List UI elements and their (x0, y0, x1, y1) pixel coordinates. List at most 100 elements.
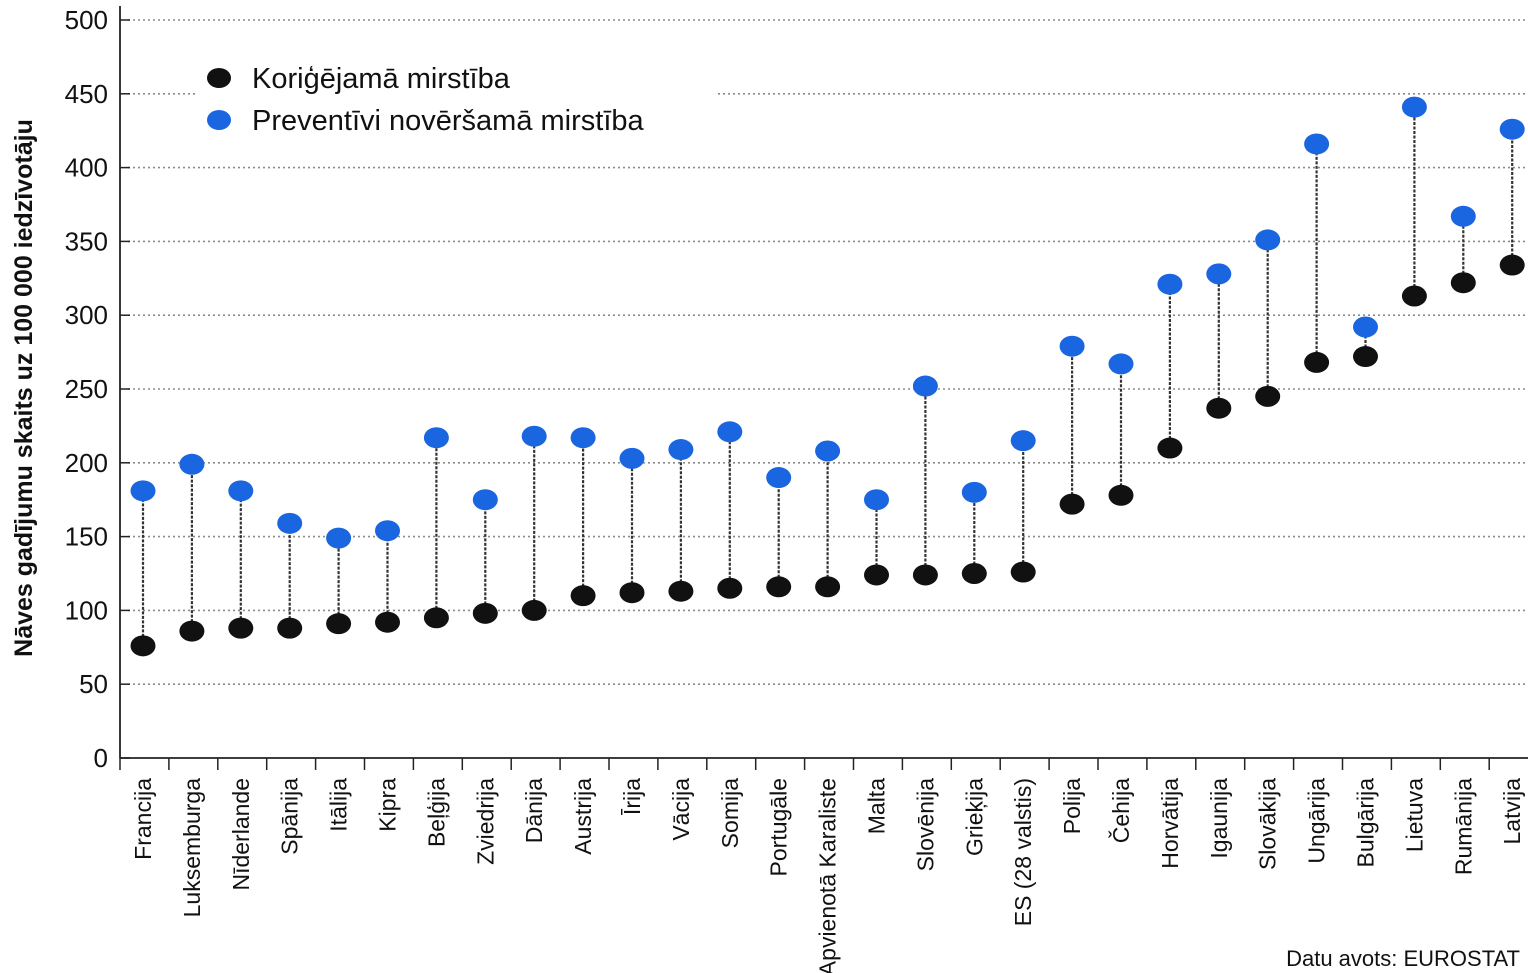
category-label-17: Grieķija (961, 778, 987, 856)
category-label-24: Ungārija (1304, 778, 1330, 864)
y-tick-label-500: 500 (65, 5, 108, 35)
category-label-11: Vācija (668, 778, 694, 841)
y-tick-label-50: 50 (79, 669, 108, 699)
category-label-4: Itālija (326, 778, 352, 832)
category-label-6: Beļģija (423, 778, 449, 847)
y-tick-label-450: 450 (65, 79, 108, 109)
category-labels: Francija Luksemburga Nīderlande Spānija Itāl… (130, 778, 1525, 973)
point-korigejama-1 (179, 620, 205, 642)
category-label-2: Nīderlande (228, 778, 254, 891)
y-tick-label-200: 200 (65, 448, 108, 478)
source-note: Datu avots: EUROSTAT (1286, 946, 1520, 971)
point-preventivi-4 (326, 527, 352, 549)
point-korigejama-18 (1010, 561, 1036, 583)
point-preventivi-8 (521, 425, 547, 447)
y-tick-label-100: 100 (65, 595, 108, 625)
category-label-1: Luksemburga (179, 778, 205, 918)
point-preventivi-22 (1206, 263, 1232, 285)
point-preventivi-2 (228, 480, 254, 502)
point-preventivi-3 (277, 512, 303, 534)
point-korigejama-22 (1206, 397, 1232, 419)
category-label-15: Malta (864, 778, 890, 834)
category-label-19: Polija (1059, 778, 1085, 834)
point-korigejama-7 (472, 602, 498, 624)
category-label-27: Rumānija (1450, 778, 1476, 875)
category-label-0: Francija (130, 778, 156, 860)
point-korigejama-6 (423, 607, 449, 629)
point-korigejama-21 (1157, 437, 1183, 459)
category-label-14: Apvienotā Karaliste (815, 778, 841, 973)
point-preventivi-11 (668, 439, 694, 461)
point-preventivi-27 (1450, 205, 1476, 227)
category-label-10: Īrija (619, 778, 645, 815)
category-label-20: Čehija (1107, 778, 1134, 843)
point-korigejama-2 (228, 617, 254, 639)
point-preventivi-21 (1157, 273, 1183, 295)
point-preventivi-14 (815, 440, 841, 462)
category-label-9: Austrija (570, 778, 596, 855)
range-lines (141, 107, 1514, 646)
y-tick-label-0: 0 (94, 743, 108, 773)
data-points (130, 96, 1525, 657)
point-preventivi-20 (1108, 353, 1134, 375)
point-korigejama-16 (912, 564, 938, 586)
legend-label-koriģējamā: Koriģējamā mirstība (252, 63, 511, 95)
point-preventivi-23 (1255, 229, 1281, 251)
category-label-28: Latvija (1499, 778, 1525, 845)
point-korigejama-9 (570, 585, 596, 607)
legend-marker-koriģējamā (207, 68, 231, 88)
point-korigejama-23 (1255, 385, 1281, 407)
category-label-7: Zviedrija (472, 778, 498, 865)
point-korigejama-4 (326, 613, 352, 635)
category-label-25: Bulgārija (1353, 778, 1379, 868)
point-korigejama-27 (1450, 272, 1476, 294)
point-korigejama-14 (815, 576, 841, 598)
y-tick-label-350: 350 (65, 226, 108, 256)
y-tick-label-300: 300 (65, 300, 108, 330)
point-korigejama-26 (1401, 285, 1427, 307)
category-label-22: Igaunija (1206, 778, 1232, 859)
point-preventivi-0 (130, 480, 156, 502)
point-korigejama-15 (864, 564, 889, 586)
category-label-16: Slovēnija (912, 778, 938, 872)
point-preventivi-10 (619, 447, 645, 469)
y-tick-label-250: 250 (65, 374, 108, 404)
category-label-18: ES (28 valstis) (1010, 778, 1036, 926)
axes: 0 50 100 150 200 250 300 350 400 450 500 (65, 5, 1528, 773)
point-preventivi-28 (1499, 118, 1525, 140)
category-label-8: Dānija (521, 778, 547, 843)
point-preventivi-12 (717, 421, 743, 443)
category-label-3: Spānija (277, 778, 303, 855)
point-korigejama-25 (1353, 346, 1378, 368)
point-korigejama-24 (1304, 351, 1330, 373)
point-korigejama-20 (1108, 484, 1134, 506)
point-preventivi-19 (1059, 335, 1085, 357)
legend: Koriģējamā mirstība Preventīvi novēršamā… (195, 55, 715, 147)
point-preventivi-5 (375, 520, 400, 542)
legend-marker-preventīvi (207, 110, 231, 130)
legend-label-preventīvi: Preventīvi novēršamā mirstība (252, 105, 645, 137)
point-preventivi-25 (1353, 316, 1378, 338)
point-preventivi-1 (179, 453, 205, 475)
y-axis-label: Nāves gadījumu skaits uz 100 000 iedzīvo… (10, 119, 38, 657)
category-label-13: Portugāle (766, 778, 792, 876)
point-preventivi-26 (1401, 96, 1427, 118)
category-label-26: Lietuva (1401, 778, 1427, 852)
point-preventivi-18 (1010, 430, 1036, 452)
point-korigejama-28 (1499, 254, 1525, 276)
point-preventivi-13 (766, 467, 792, 489)
category-label-23: Slovākija (1255, 778, 1281, 870)
point-korigejama-19 (1059, 493, 1085, 515)
point-korigejama-17 (961, 563, 987, 584)
point-korigejama-13 (766, 576, 792, 598)
point-preventivi-9 (570, 427, 596, 449)
legend-background (195, 55, 715, 147)
point-preventivi-6 (423, 427, 449, 449)
point-preventivi-16 (912, 375, 938, 397)
point-korigejama-8 (521, 599, 547, 621)
point-preventivi-17 (961, 481, 987, 503)
point-korigejama-10 (619, 582, 645, 604)
point-preventivi-15 (864, 489, 889, 511)
point-korigejama-11 (668, 580, 694, 602)
